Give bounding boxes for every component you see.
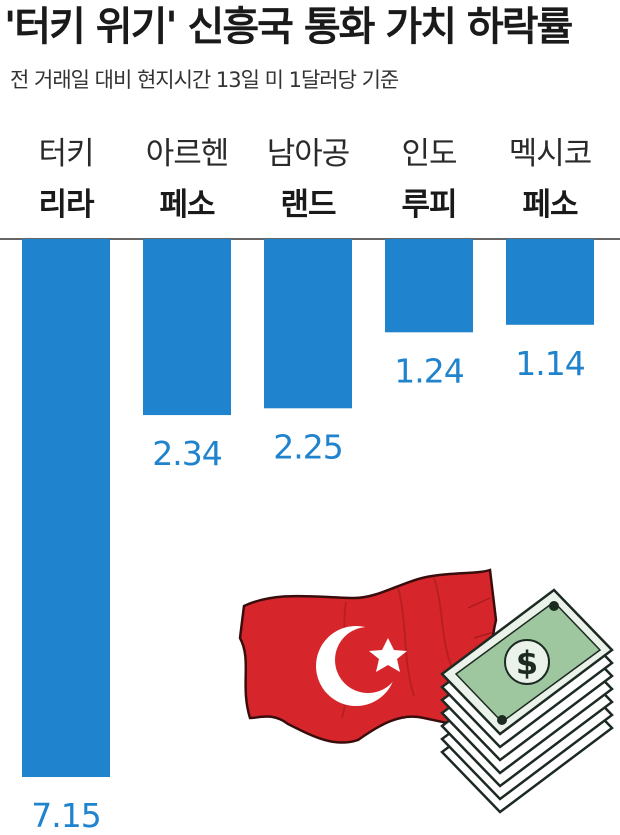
value-label: 7.15 <box>31 796 100 835</box>
turkish-flag-icon <box>238 568 498 744</box>
value-label: 2.25 <box>273 427 342 466</box>
category-label-line1: 인도 <box>401 136 456 172</box>
bar <box>22 239 110 777</box>
value-label: 1.14 <box>515 344 584 383</box>
category-label-line2: 루피 <box>401 187 456 223</box>
bar <box>385 239 473 333</box>
category-label-line2: 랜드 <box>280 187 336 223</box>
category-label-line2: 페소 <box>522 187 578 223</box>
bar <box>143 239 231 416</box>
category-label-line1: 멕시코 <box>509 136 592 172</box>
value-label: 1.24 <box>394 351 463 390</box>
value-labels: 7.15 2.34 2.25 1.24 1.14 <box>31 344 585 835</box>
bar <box>264 239 352 409</box>
chart-subtitle: 전 거래일 대비 현지시간 13일 미 1달러당 기준 <box>10 68 399 92</box>
category-label-line2: 페소 <box>159 187 215 223</box>
category-label-line1: 터키 <box>38 136 93 172</box>
bar <box>506 239 594 325</box>
dollar-bills-icon: $ <box>440 588 614 814</box>
value-label: 2.34 <box>152 434 221 473</box>
dollar-sign-glyph: $ <box>516 644 538 682</box>
category-label-line1: 남아공 <box>267 136 350 172</box>
category-label-line2: 리라 <box>38 187 95 223</box>
category-label-line1: 아르헨 <box>146 136 229 172</box>
chart-title: '터키 위기' 신흥국 통화 가치 하락률 <box>4 4 573 50</box>
bars <box>22 239 594 777</box>
